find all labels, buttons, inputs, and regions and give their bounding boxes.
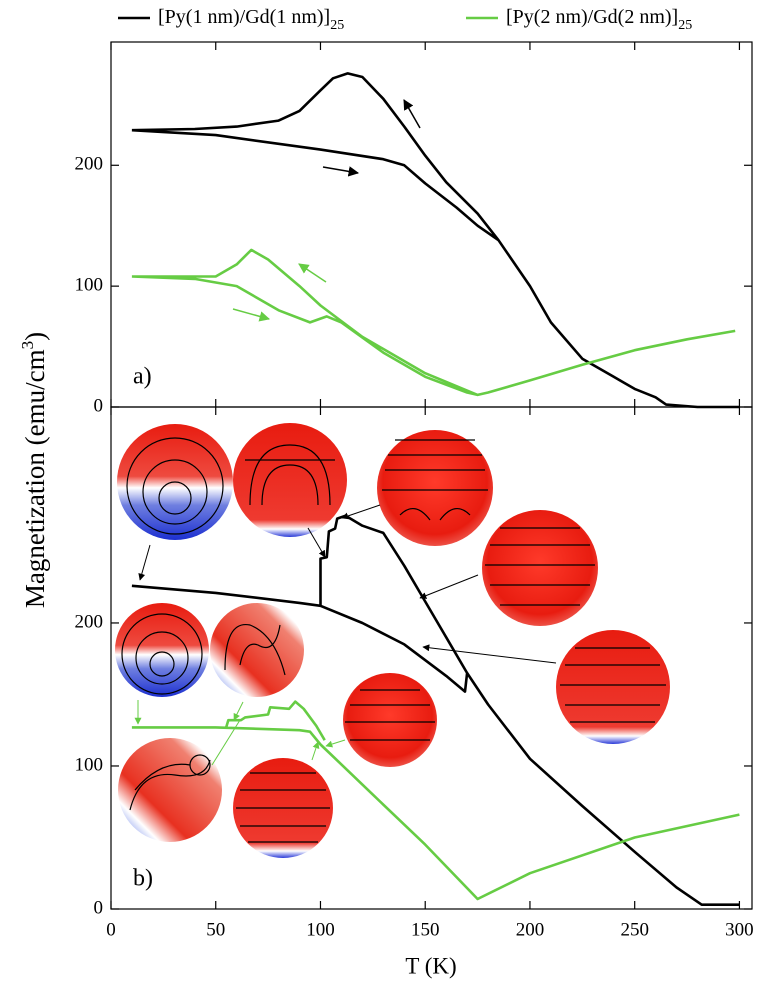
arrow — [403, 99, 421, 129]
panel-label: b) — [133, 866, 153, 892]
y-tick-label: 200 — [75, 611, 104, 632]
x-tick-label: 50 — [206, 919, 225, 940]
legend-sub: 25 — [678, 18, 692, 33]
inset — [210, 603, 304, 697]
inset — [343, 673, 437, 767]
x-tick-label: 200 — [516, 919, 545, 940]
x-tick-label: 300 — [725, 919, 754, 940]
direction-arrows — [232, 99, 421, 322]
panel-label: a) — [133, 364, 152, 390]
x-tick-label: 100 — [306, 919, 335, 940]
inset — [556, 630, 670, 744]
inset — [117, 424, 233, 540]
y-axis-label: Magnetization (emu/cm3) — [18, 332, 50, 608]
data-line — [131, 248, 736, 397]
data-line — [131, 514, 740, 906]
data-line — [131, 700, 740, 901]
y-label-text: Magnetization (emu/cm — [20, 349, 50, 608]
inset — [377, 430, 493, 546]
legend-text: [Py(2 nm)/Gd(2 nm)] — [506, 6, 678, 28]
y-tick-label: 100 — [75, 754, 104, 775]
y-label-end: ) — [20, 332, 50, 341]
legend-sub: 25 — [330, 18, 344, 33]
inset-pointers — [134, 504, 557, 766]
legend-entry: [Py(1 nm)/Gd(1 nm)]25 — [158, 6, 344, 34]
y-label-sup: 3 — [18, 341, 37, 350]
data-line — [131, 72, 740, 409]
spin-insets — [115, 423, 670, 858]
x-tick-label: 0 — [106, 919, 116, 940]
inset — [233, 758, 333, 858]
inset — [233, 423, 347, 537]
legend-text: [Py(1 nm)/Gd(1 nm)] — [158, 6, 330, 28]
inset — [482, 510, 598, 626]
y-tick-label: 200 — [75, 154, 104, 175]
x-axis-label: T (K) — [405, 953, 456, 978]
x-tick-label: 150 — [411, 919, 440, 940]
inset — [118, 738, 222, 842]
y-tick-label: 100 — [75, 274, 104, 295]
x-tick-label: 250 — [620, 919, 649, 940]
arrow — [232, 308, 271, 322]
legend-entry: [Py(2 nm)/Gd(2 nm)]25 — [506, 6, 692, 34]
arrow — [298, 263, 327, 283]
y-tick-label: 0 — [94, 897, 104, 918]
arrow — [322, 166, 360, 177]
panel-b-frame — [110, 406, 753, 910]
inset — [115, 603, 209, 697]
panel-a-frame — [110, 41, 753, 408]
y-tick-label: 0 — [94, 395, 104, 416]
